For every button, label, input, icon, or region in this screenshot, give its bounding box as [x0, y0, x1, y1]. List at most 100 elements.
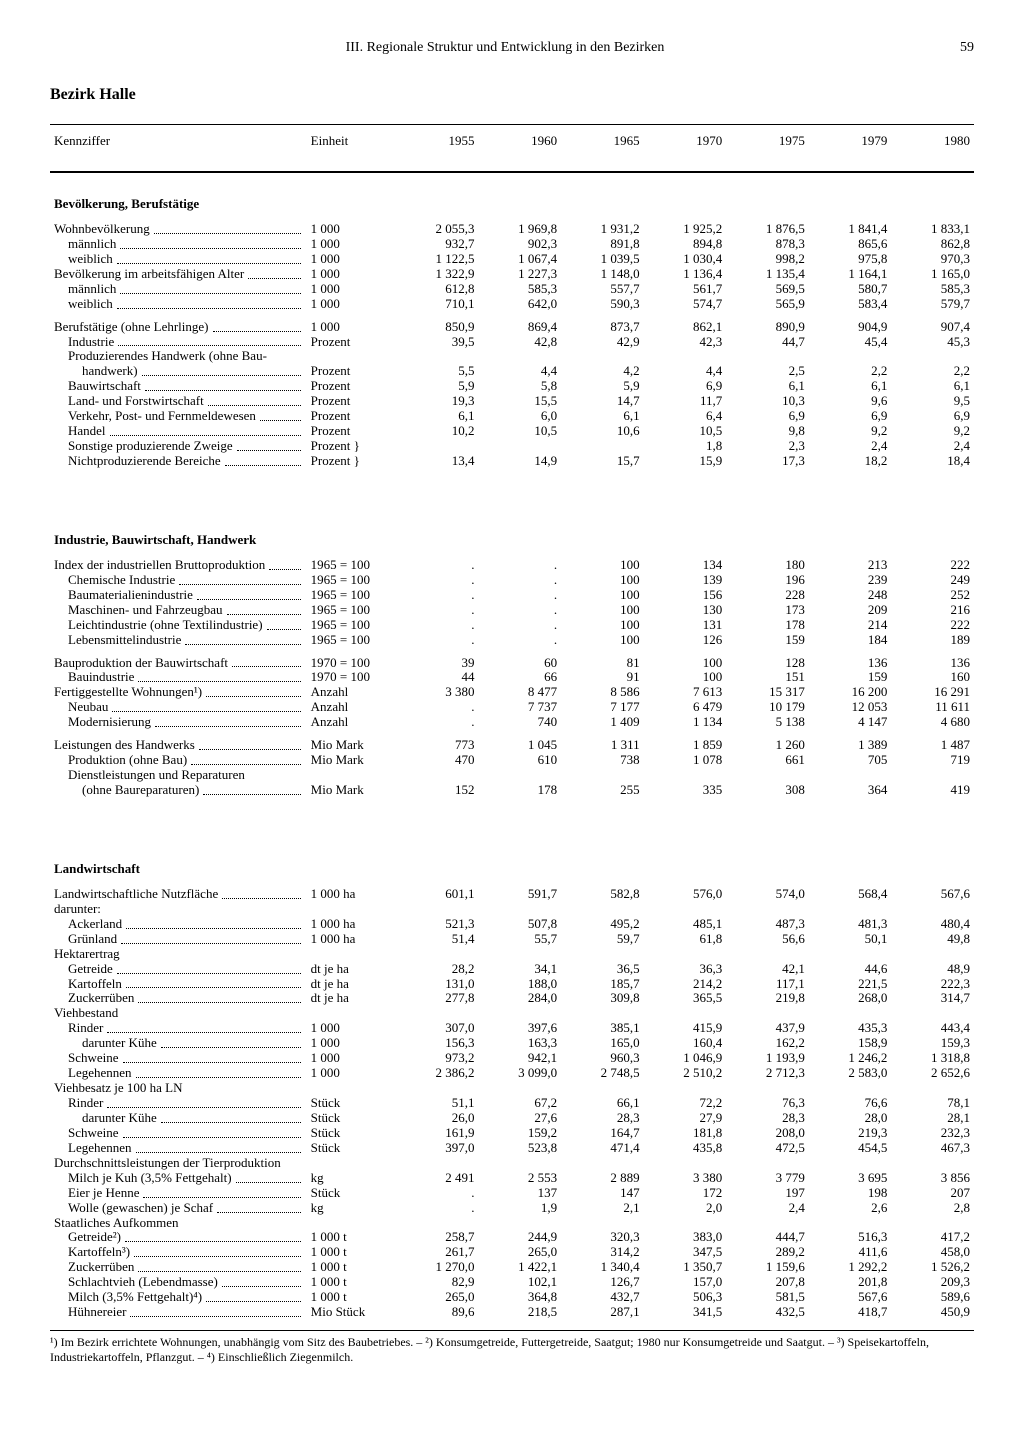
cell-value: 136 [891, 656, 974, 671]
cell-value: 1 526,2 [891, 1260, 974, 1275]
cell-value: 39 [396, 656, 479, 671]
row-label: Legehennen [50, 1066, 307, 1081]
cell-value: 1 270,0 [396, 1260, 479, 1275]
cell-value: 2,4 [891, 439, 974, 454]
cell-value: 585,3 [891, 282, 974, 297]
row-unit: Mio Stück [307, 1305, 396, 1320]
cell-value [891, 1216, 974, 1231]
footnotes: ¹) Im Bezirk errichtete Wohnungen, unabh… [50, 1330, 974, 1365]
row-label: Produzierendes Handwerk (ohne Bau- [50, 349, 307, 364]
cell-value: 66 [479, 670, 562, 685]
cell-value: 3 779 [726, 1171, 809, 1186]
cell-value: 9,2 [809, 424, 892, 439]
cell-value [561, 1006, 644, 1021]
cell-value: 27,6 [479, 1111, 562, 1126]
cell-value: 579,7 [891, 297, 974, 312]
cell-value: 6,1 [396, 409, 479, 424]
cell-value: 219,8 [726, 991, 809, 1006]
cell-value: 128 [726, 656, 809, 671]
cell-value: 347,5 [644, 1245, 727, 1260]
cell-value: 39,5 [396, 335, 479, 350]
row-unit: 1 000 ha [307, 887, 396, 902]
row-unit: 1965 = 100 [307, 603, 396, 618]
row-unit: Mio Mark [307, 738, 396, 753]
row-label: Landwirtschaftliche Nutzfläche [50, 887, 307, 902]
table-row: Milch je Kuh (3,5% Fettgehalt)kg2 4912 5… [50, 1171, 974, 1186]
cell-value: 66,1 [561, 1096, 644, 1111]
cell-value: 450,9 [891, 1305, 974, 1320]
cell-value: 18,2 [809, 454, 892, 469]
cell-value: 601,1 [396, 887, 479, 902]
cell-value [809, 1216, 892, 1231]
cell-value [479, 1006, 562, 1021]
cell-value: 11,7 [644, 394, 727, 409]
cell-value: 42,3 [644, 335, 727, 350]
cell-value: 42,8 [479, 335, 562, 350]
cell-value [396, 1081, 479, 1096]
cell-value [644, 947, 727, 962]
cell-value: 265,0 [396, 1290, 479, 1305]
table-row: Milch (3,5% Fettgehalt)⁴)1 000 t265,0364… [50, 1290, 974, 1305]
cell-value: 8 477 [479, 685, 562, 700]
cell-value [726, 1081, 809, 1096]
cell-value: 308 [726, 783, 809, 798]
cell-value: 55,7 [479, 932, 562, 947]
row-label: Bauwirtschaft [50, 379, 307, 394]
cell-value: 207 [891, 1186, 974, 1201]
table-row: Schlachtvieh (Lebendmasse)1 000 t82,9102… [50, 1275, 974, 1290]
cell-value: 289,2 [726, 1245, 809, 1260]
cell-value: 7 177 [561, 700, 644, 715]
cell-value: 904,9 [809, 320, 892, 335]
cell-value [561, 349, 644, 364]
cell-value: 209,3 [891, 1275, 974, 1290]
cell-value: 10,5 [644, 424, 727, 439]
cell-value: 4 680 [891, 715, 974, 730]
cell-value: 2 748,5 [561, 1066, 644, 1081]
row-label: Dienstleistungen und Reparaturen [50, 768, 307, 783]
row-label: Viehbesatz je 100 ha LN [50, 1081, 307, 1096]
cell-value: 180 [726, 558, 809, 573]
cell-value: 82,9 [396, 1275, 479, 1290]
table-row: ModernisierungAnzahl.7401 4091 1345 1384… [50, 715, 974, 730]
row-unit: Stück [307, 1096, 396, 1111]
table-row: Kartoffelndt je ha131,0188,0185,7214,211… [50, 977, 974, 992]
cell-value: 10 179 [726, 700, 809, 715]
cell-value [561, 768, 644, 783]
cell-value: 942,1 [479, 1051, 562, 1066]
cell-value: 419 [891, 783, 974, 798]
cell-value: 181,8 [644, 1126, 727, 1141]
cell-value: 218,5 [479, 1305, 562, 1320]
row-unit: 1 000 t [307, 1245, 396, 1260]
cell-value: 4,2 [561, 364, 644, 379]
cell-value: 1 841,4 [809, 222, 892, 237]
cell-value: 364,8 [479, 1290, 562, 1305]
row-unit: dt je ha [307, 991, 396, 1006]
running-head: III. Regionale Struktur und Entwicklung … [346, 40, 665, 56]
cell-value: 437,9 [726, 1021, 809, 1036]
row-label: Handel [50, 424, 307, 439]
row-unit: Stück [307, 1186, 396, 1201]
cell-value: 2,0 [644, 1201, 727, 1216]
table-row: Getreide²)1 000 t258,7244,9320,3383,0444… [50, 1230, 974, 1245]
cell-value: 14,9 [479, 454, 562, 469]
cell-value: 3 695 [809, 1171, 892, 1186]
table-row: Sonstige produzierende ZweigeProzent }1,… [50, 439, 974, 454]
cell-value [644, 768, 727, 783]
cell-value: 189 [891, 633, 974, 648]
row-label: Getreide²) [50, 1230, 307, 1245]
row-unit: 1965 = 100 [307, 588, 396, 603]
cell-value: 1 030,4 [644, 252, 727, 267]
cell-value [479, 439, 562, 454]
cell-value [561, 947, 644, 962]
row-label: Bauproduktion der Bauwirtschaft [50, 656, 307, 671]
cell-value: 1 318,8 [891, 1051, 974, 1066]
table-row: männlich1 000932,7902,3891,8894,8878,386… [50, 237, 974, 252]
row-label: Durchschnittsleistungen der Tierprodukti… [50, 1156, 307, 1171]
cell-value [396, 439, 479, 454]
cell-value: 207,8 [726, 1275, 809, 1290]
cell-value [726, 902, 809, 917]
cell-value: 341,5 [644, 1305, 727, 1320]
row-unit [307, 1006, 396, 1021]
cell-value: 5,9 [396, 379, 479, 394]
cell-value: 78,1 [891, 1096, 974, 1111]
